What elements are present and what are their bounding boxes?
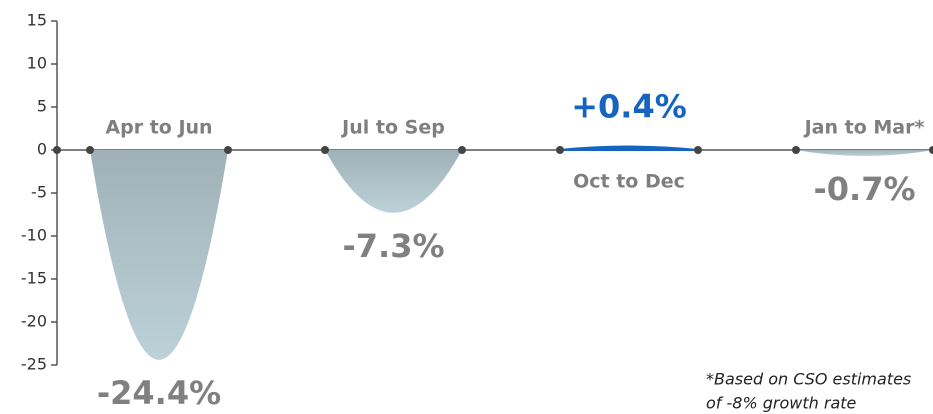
segment-dot [792, 146, 800, 154]
curve [325, 150, 462, 213]
value-label: -0.7% [813, 170, 915, 208]
y-tick-label: 10 [27, 54, 47, 73]
segment-dot [458, 146, 466, 154]
y-tick-label: 5 [37, 97, 47, 116]
segment-dot [929, 146, 933, 154]
segment-dot [694, 146, 702, 154]
segment-dot [556, 146, 564, 154]
segment-dot [224, 146, 232, 154]
axis-dot [53, 146, 61, 154]
y-tick-label: -20 [21, 312, 47, 331]
curve [90, 150, 228, 360]
category-label: Oct to Dec [573, 171, 685, 193]
value-label: -24.4% [97, 374, 221, 412]
y-tick-label: -25 [21, 355, 47, 374]
footnote: of -8% growth rate [706, 394, 857, 413]
value-label: +0.4% [571, 88, 687, 126]
segment-dot [321, 146, 329, 154]
curve [559, 145, 699, 151]
y-tick-label: 15 [27, 11, 47, 30]
y-tick-label: 0 [37, 140, 47, 159]
category-label: Apr to Jun [105, 117, 212, 139]
category-label: Jul to Sep [340, 117, 445, 139]
segment-dot [86, 146, 94, 154]
y-tick-label: -10 [21, 226, 47, 245]
value-label: -7.3% [342, 227, 444, 265]
y-tick-label: -5 [31, 183, 47, 202]
y-tick-label: -15 [21, 269, 47, 288]
category-label: Jan to Mar* [803, 117, 925, 139]
footnote: *Based on CSO estimates [706, 370, 911, 389]
curve [796, 150, 933, 157]
